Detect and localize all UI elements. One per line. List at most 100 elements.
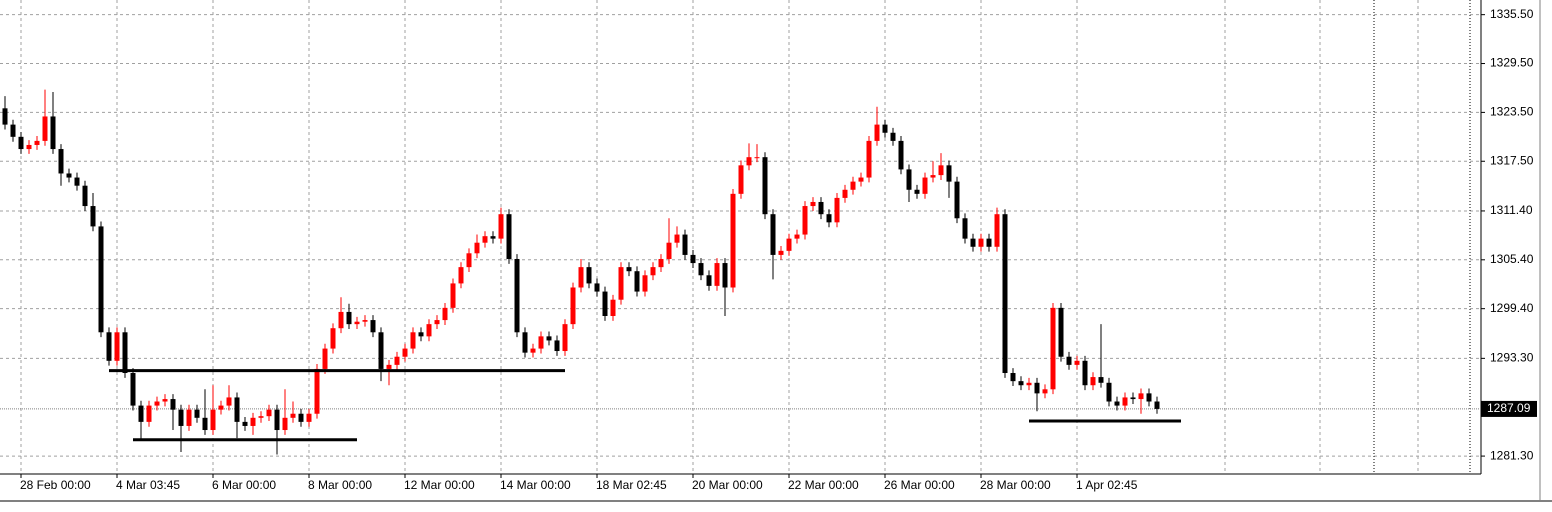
y-tick-label: 1329.50 [1490,56,1534,70]
candle-body [898,140,904,170]
candle-body [994,214,1000,247]
candle-body [66,173,72,178]
candle-body [762,157,768,215]
candle-body [1106,382,1112,402]
candle-body [346,311,352,325]
candle-body [234,397,240,422]
candle-body [74,177,80,186]
candle-body [850,181,856,190]
candle-body [786,238,792,251]
last-price-label: 1287.09 [1487,401,1531,415]
candle-body [914,189,920,194]
candle-body [1098,377,1104,383]
candle-body [402,348,408,357]
candle-body [1074,360,1080,365]
candle-body [546,336,552,341]
candle-body [434,320,440,325]
candle-body [26,144,32,150]
candle-body [962,218,968,239]
candle-body [266,409,272,417]
candle-body [98,226,104,333]
candle-body [482,236,488,243]
candle-body [506,214,512,259]
candle-body [1034,382,1040,394]
candle-body [458,267,464,284]
y-tick-label: 1305.40 [1490,252,1534,266]
candle-body [450,283,456,308]
candle-body [378,332,384,369]
candle-body [18,136,24,150]
candle-body [738,165,744,194]
candle-body [594,283,600,292]
candle-body [290,413,296,418]
candle-body [1090,377,1096,386]
candle-body [1018,381,1024,386]
candle-body [154,401,160,406]
candle-body [138,405,144,422]
candle-body [746,157,752,166]
candle-body [386,364,392,369]
y-tick-label: 1281.30 [1490,448,1534,462]
candle-body [1122,397,1128,406]
candle-body [666,242,672,259]
candle-body [202,417,208,431]
x-tick-label: 14 Mar 00:00 [500,478,571,492]
candle-body [82,185,88,207]
candle-body [258,416,264,418]
y-tick-label: 1293.30 [1490,351,1534,365]
candle-body [298,413,304,422]
x-tick-label: 20 Mar 00:00 [692,478,763,492]
candle-body [690,254,696,264]
candle-body [554,340,560,352]
candle-body [682,234,688,255]
candle-body [1050,307,1056,390]
candle-body [906,169,912,190]
candle-body [210,409,216,431]
candle-body [1138,393,1144,400]
candle-body [370,320,376,333]
candle-body [242,421,248,426]
candle-body [1026,382,1032,386]
candle-body [642,275,648,292]
x-tick-label: 28 Mar 00:00 [980,478,1051,492]
candle-body [10,124,16,137]
grid [0,0,1481,474]
y-tick-label: 1317.50 [1490,153,1534,167]
candle-body [626,267,632,272]
candle-body [274,409,280,431]
candle-body [282,417,288,431]
candle-body [226,397,232,406]
candle-body [922,177,928,194]
candle-body [842,189,848,198]
x-tick-label: 26 Mar 00:00 [884,478,955,492]
candle-body [90,206,96,227]
candle-body [514,258,520,333]
candle-body [970,238,976,247]
y-tick-label: 1311.40 [1490,203,1533,217]
candle-body [130,373,136,406]
candle-body [978,238,984,247]
candle-body [634,271,640,292]
candle-body [930,175,936,178]
candle-body [650,267,656,276]
candle-body [570,287,576,325]
x-tick-label: 8 Mar 00:00 [308,478,372,492]
candle-body [986,238,992,247]
candle-body [1082,360,1088,386]
candle-body [714,263,720,286]
y-tick-label: 1299.40 [1490,301,1534,315]
candle-body [162,399,168,402]
x-tick-label: 1 Apr 02:45 [1076,478,1138,492]
x-tick-label: 22 Mar 00:00 [788,478,859,492]
candle-body [706,275,712,286]
candle-body [474,242,480,254]
candle-body [1042,389,1048,394]
candle-body [1058,307,1064,357]
candle-body [618,267,624,300]
candle-body [114,332,120,361]
candle-body [674,234,680,243]
candle-body [410,332,416,349]
candle-body [50,116,56,150]
